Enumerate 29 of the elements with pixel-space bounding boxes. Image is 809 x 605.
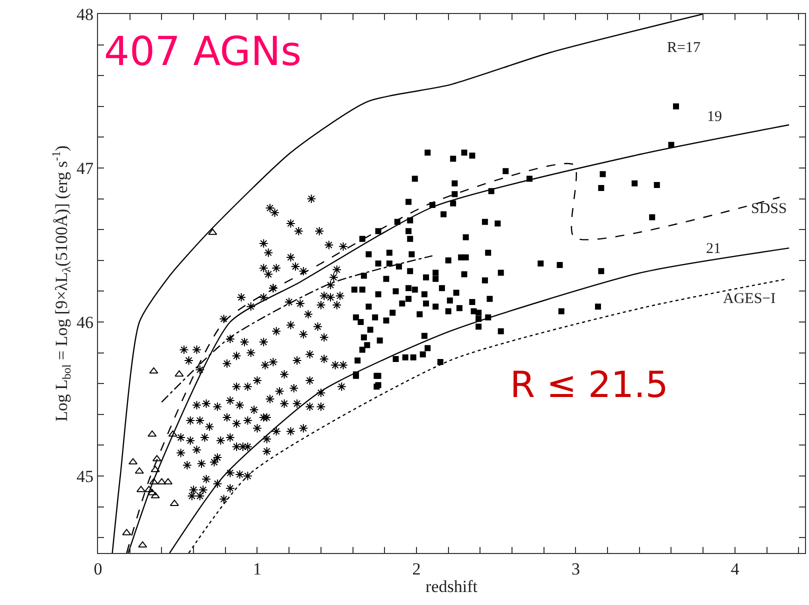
x-tick-label: 2: [412, 560, 421, 578]
point: [136, 486, 146, 492]
x-tick-label: 4: [730, 560, 740, 578]
line-series: [161, 255, 433, 403]
point: [149, 367, 158, 374]
series-label: 21: [706, 241, 721, 257]
x-axis-title: redshift: [426, 576, 478, 596]
series-label: R=17: [667, 40, 701, 56]
point: [148, 430, 157, 437]
y-tick-label: 48: [76, 4, 94, 24]
point: [144, 486, 154, 492]
x-tick-label: 3: [571, 560, 580, 578]
series-label: AGES−I: [723, 291, 776, 307]
x-tick-label: 1: [252, 560, 262, 578]
point: [148, 488, 157, 496]
y-tick-label: 47: [76, 158, 94, 178]
y-tick-label: 46: [76, 312, 94, 332]
series-label: 19: [707, 109, 722, 125]
series-label: SDSS: [751, 201, 787, 217]
point: [134, 467, 144, 474]
point: [150, 466, 160, 472]
point: [122, 528, 132, 536]
point: [168, 430, 178, 437]
annotation: R ≤ 21.5: [510, 365, 668, 406]
point: [174, 370, 184, 377]
y-tick-label: 45: [76, 466, 94, 486]
x-tick-label: 0: [94, 560, 102, 578]
annotation: 407 AGNs: [104, 29, 302, 75]
point: [138, 541, 148, 548]
